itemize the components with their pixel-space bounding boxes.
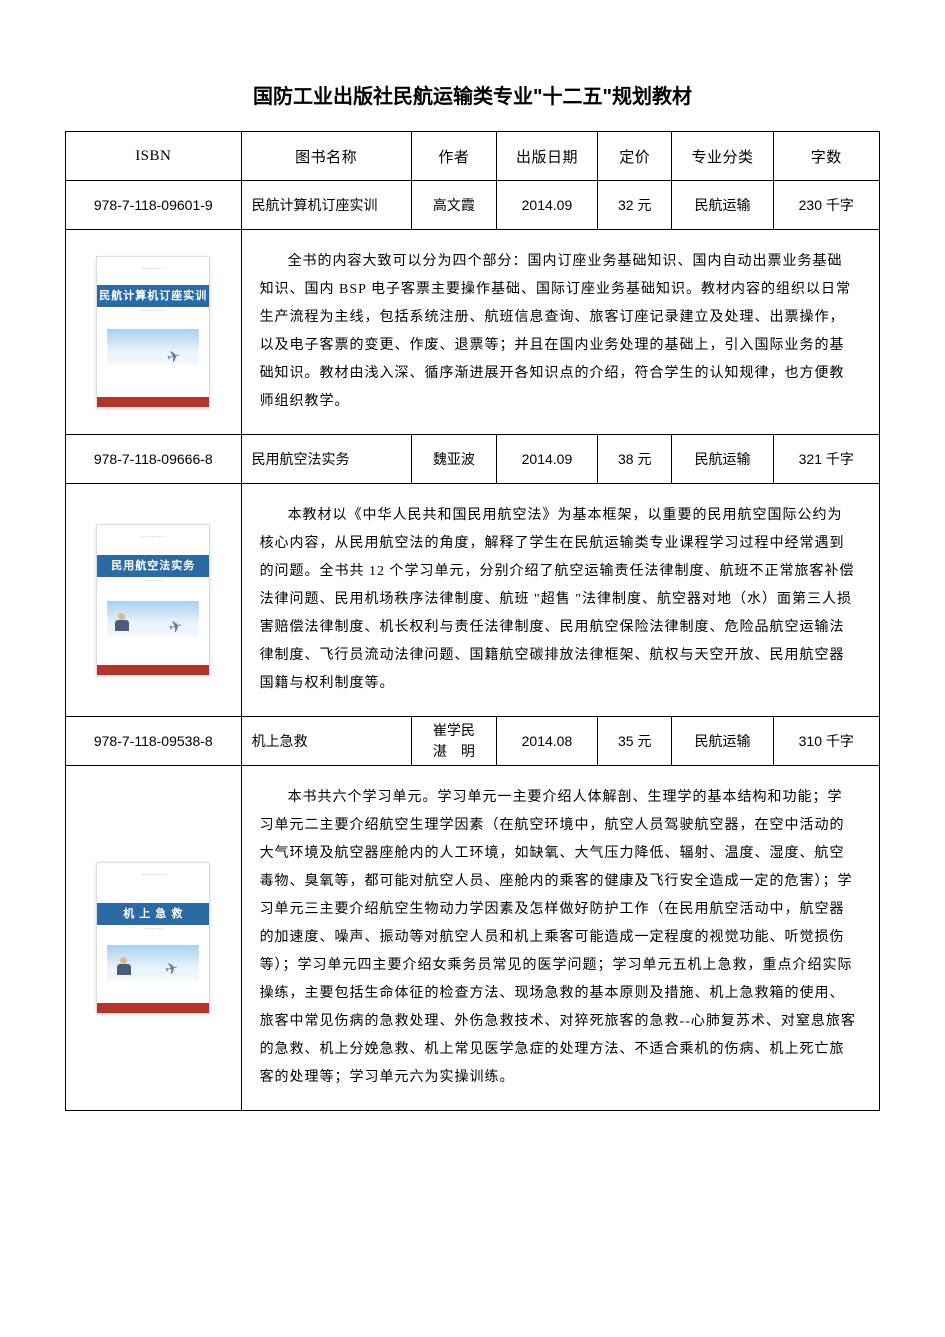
table-row: 978-7-118-09538-8 机上急救 崔学民 湛 明 2014.08 3… — [66, 717, 880, 766]
cell-price: 35 元 — [597, 717, 671, 766]
hdr-pubdate: 出版日期 — [496, 132, 597, 181]
hdr-words: 字数 — [773, 132, 879, 181]
description-text: 全书的内容大致可以分为四个部分：国内订座业务基础知识、国内自动出票业务基础知识、… — [260, 248, 857, 416]
table-row: 978-7-118-09601-9 民航计算机订座实训 高文霞 2014.09 … — [66, 181, 880, 230]
cell-cover: — — — — — 民用航空法实务 — — — — [66, 484, 242, 717]
cell-isbn: 978-7-118-09601-9 — [66, 181, 242, 230]
cell-name: 民航计算机订座实训 — [241, 181, 411, 230]
cell-author: 魏亚波 — [411, 435, 496, 484]
cell-name: 民用航空法实务 — [241, 435, 411, 484]
table-header-row: ISBN 图书名称 作者 出版日期 定价 专业分类 字数 — [66, 132, 880, 181]
cell-name: 机上急救 — [241, 717, 411, 766]
cell-category: 民航运输 — [672, 717, 773, 766]
table-desc-row: — — — — — 民航计算机订座实训 — — — — 全书的内容大致可以分为四… — [66, 230, 880, 435]
hdr-isbn: ISBN — [66, 132, 242, 181]
book-cover-icon: — — — — — 机 上 急 救 — — — — [96, 862, 210, 1014]
cell-pubdate: 2014.09 — [496, 181, 597, 230]
hdr-category: 专业分类 — [672, 132, 773, 181]
cell-description: 全书的内容大致可以分为四个部分：国内订座业务基础知识、国内自动出票业务基础知识、… — [241, 230, 879, 435]
cell-pubdate: 2014.08 — [496, 717, 597, 766]
table-desc-row: — — — — — 机 上 急 救 — — — 本书共六个学习单元。学习单元一主… — [66, 766, 880, 1111]
cell-description: 本书共六个学习单元。学习单元一主要介绍人体解剖、生理学的基本结构和功能；学习单元… — [241, 766, 879, 1111]
cell-category: 民航运输 — [672, 181, 773, 230]
cell-category: 民航运输 — [672, 435, 773, 484]
cell-author: 高文霞 — [411, 181, 496, 230]
table-row: 978-7-118-09666-8 民用航空法实务 魏亚波 2014.09 38… — [66, 435, 880, 484]
description-text: 本书共六个学习单元。学习单元一主要介绍人体解剖、生理学的基本结构和功能；学习单元… — [260, 784, 857, 1092]
cell-isbn: 978-7-118-09538-8 — [66, 717, 242, 766]
cell-words: 230 千字 — [773, 181, 879, 230]
cell-description: 本教材以《中华人民共和国民用航空法》为基本框架，以重要的民用航空国际公约为核心内… — [241, 484, 879, 717]
cell-price: 38 元 — [597, 435, 671, 484]
cell-isbn: 978-7-118-09666-8 — [66, 435, 242, 484]
hdr-author: 作者 — [411, 132, 496, 181]
table-desc-row: — — — — — 民用航空法实务 — — — 本教材以《中华人民共和国民用航空… — [66, 484, 880, 717]
book-cover-icon: — — — — — 民航计算机订座实训 — — — — — [96, 256, 210, 408]
cell-cover: — — — — — 民航计算机订座实训 — — — — — [66, 230, 242, 435]
cell-words: 310 千字 — [773, 717, 879, 766]
books-table: ISBN 图书名称 作者 出版日期 定价 专业分类 字数 978-7-118-0… — [65, 131, 880, 1111]
cell-price: 32 元 — [597, 181, 671, 230]
cell-cover: — — — — — 机 上 急 救 — — — — [66, 766, 242, 1111]
cell-words: 321 千字 — [773, 435, 879, 484]
book-cover-icon: — — — — — 民用航空法实务 — — — — [96, 524, 210, 676]
cell-pubdate: 2014.09 — [496, 435, 597, 484]
cell-author: 崔学民 湛 明 — [411, 717, 496, 766]
description-text: 本教材以《中华人民共和国民用航空法》为基本框架，以重要的民用航空国际公约为核心内… — [260, 502, 857, 698]
page-title: 国防工业出版社民航运输类专业"十二五"规划教材 — [65, 80, 880, 109]
hdr-price: 定价 — [597, 132, 671, 181]
hdr-name: 图书名称 — [241, 132, 411, 181]
